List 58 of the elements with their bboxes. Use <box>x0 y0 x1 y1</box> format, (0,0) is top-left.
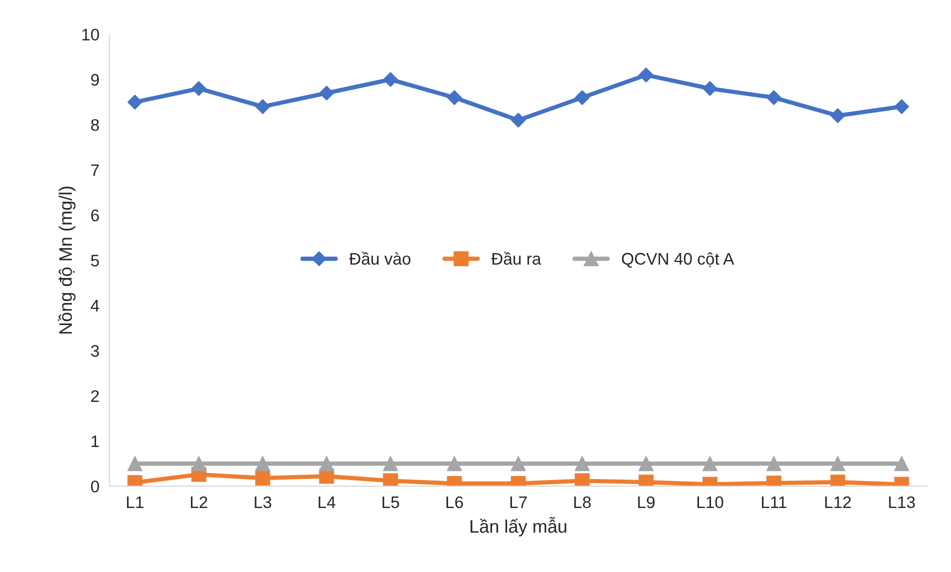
y-axis-title: Nồng độ Mn (mg/l) <box>58 186 76 334</box>
y-tick-label: 1 <box>92 436 99 448</box>
y-tick-label: 7 <box>91 164 99 176</box>
x-tick-label: L3 <box>254 496 272 508</box>
x-tick-label: L4 <box>318 496 336 508</box>
point <box>894 456 910 472</box>
point <box>255 99 270 114</box>
point <box>510 112 526 128</box>
y-tick-label: 5 <box>91 254 99 266</box>
point <box>383 72 398 87</box>
x-tick-label: L13 <box>889 496 915 508</box>
x-tick-label: L7 <box>510 496 527 508</box>
x-axis-title: Lần lấy mẫu <box>470 517 566 536</box>
point <box>574 456 590 472</box>
point <box>702 456 718 472</box>
point <box>830 108 846 124</box>
point <box>510 456 526 472</box>
point <box>766 456 782 472</box>
x-tick-label: L2 <box>190 496 208 508</box>
x-tick-label: L9 <box>638 496 655 508</box>
point <box>319 456 334 472</box>
y-tick-label: 3 <box>91 345 99 357</box>
legend-label: QCVN 40 cột A <box>622 252 734 268</box>
x-tick-label: L5 <box>382 496 400 508</box>
point <box>128 94 142 110</box>
point <box>830 456 846 472</box>
point <box>191 456 206 472</box>
point <box>766 90 782 105</box>
point <box>446 456 462 472</box>
point <box>319 86 334 100</box>
point <box>447 90 462 105</box>
point <box>574 90 590 105</box>
point <box>255 470 270 486</box>
y-tick-label: 6 <box>91 209 99 222</box>
x-tick-label: L8 <box>574 496 591 508</box>
y-tick-label: 0 <box>91 480 99 492</box>
point <box>638 456 654 472</box>
point <box>638 68 654 82</box>
point <box>894 99 910 114</box>
y-tick-label: 8 <box>91 119 99 131</box>
x-tick-label: L10 <box>697 496 724 508</box>
legend-label: Đầu vào <box>349 252 410 265</box>
point <box>574 473 590 486</box>
legend-label: Đầu ra <box>491 252 542 265</box>
x-tick-label: L6 <box>446 496 463 508</box>
point <box>383 473 398 486</box>
point <box>383 456 398 472</box>
point <box>702 81 718 96</box>
y-tick-label: 9 <box>91 74 99 86</box>
y-tick-label: 4 <box>90 300 100 312</box>
point <box>255 456 270 472</box>
point <box>191 81 206 96</box>
x-tick-label: L11 <box>762 496 786 508</box>
y-tick-label: 10 <box>82 28 99 41</box>
x-tick-label: L1 <box>127 496 144 508</box>
y-tick-label: 2 <box>91 390 99 402</box>
x-tick-label: L12 <box>825 496 851 508</box>
point <box>127 456 142 472</box>
